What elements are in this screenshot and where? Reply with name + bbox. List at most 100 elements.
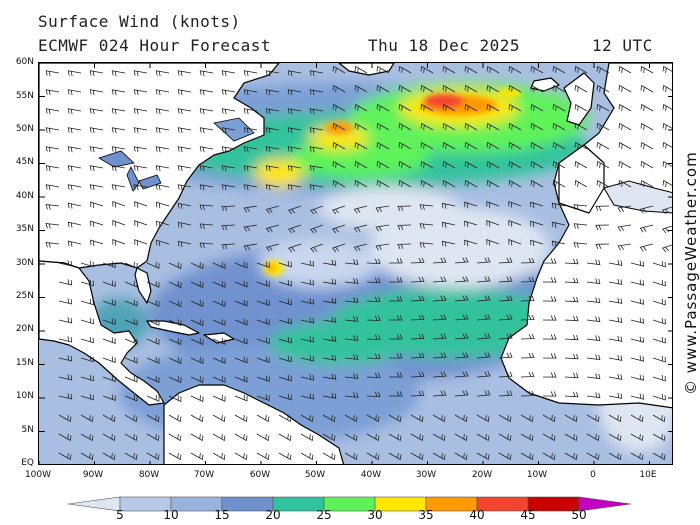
- wind-barb: [420, 141, 434, 150]
- colorbar-label-20: 20: [265, 508, 281, 522]
- wind-barb: [168, 376, 182, 384]
- wind-barb: [608, 335, 623, 342]
- wind-barb: [652, 355, 666, 363]
- wind-barb: [58, 336, 73, 343]
- wind-barb: [67, 184, 82, 191]
- wind-barb: [389, 258, 403, 264]
- mediterranean-sea: [603, 180, 672, 214]
- wind-barb: [168, 452, 182, 461]
- wind-barb: [630, 433, 644, 442]
- wind-barb: [652, 433, 666, 442]
- wind-barb: [212, 262, 226, 269]
- wind-barb: [398, 141, 412, 150]
- wind-barb: [608, 433, 622, 442]
- wind-barb: [432, 276, 447, 283]
- wind-barb: [89, 70, 104, 77]
- lon-label-20w: 20W: [471, 470, 493, 480]
- wind-barb: [366, 372, 381, 379]
- wind-barb: [662, 179, 672, 187]
- wind-barb: [199, 184, 214, 191]
- wind-barb: [662, 84, 672, 92]
- wind-barb: [551, 202, 566, 209]
- land-masses: [39, 63, 672, 464]
- wind-barb: [309, 146, 324, 153]
- wind-barb: [586, 278, 601, 285]
- wind-barb: [432, 414, 446, 423]
- wind-barb: [155, 127, 170, 134]
- wind-barb: [332, 205, 346, 215]
- wind-barb: [574, 179, 588, 188]
- wind-barb: [234, 452, 248, 461]
- wind-barb: [640, 103, 654, 112]
- colorbar-low-end: [68, 496, 121, 512]
- wind-barb: [58, 355, 73, 362]
- wind-barb: [662, 122, 672, 130]
- wind-barb: [432, 257, 447, 264]
- lat-label-eq: EQ: [21, 458, 34, 468]
- wind-barb: [454, 414, 468, 423]
- wind-barb: [464, 141, 478, 150]
- wind-barb: [410, 390, 425, 397]
- wind-barb: [662, 206, 672, 215]
- wind-barb: [102, 337, 116, 344]
- wind-barb: [552, 65, 566, 74]
- wind-barb: [190, 300, 204, 308]
- wind-barb: [58, 298, 73, 305]
- wind-barb: [389, 296, 403, 302]
- wind-barb: [199, 127, 214, 134]
- wind-barb: [630, 317, 645, 324]
- wind-barb: [89, 146, 104, 153]
- wind-barb: [441, 240, 456, 247]
- british-isles-land: [563, 72, 595, 126]
- wind-barb: [498, 414, 512, 423]
- wind-barb: [212, 338, 226, 345]
- wind-barb: [486, 160, 500, 169]
- wind-barb: [376, 65, 390, 74]
- wind-barb: [332, 224, 346, 234]
- wind-barb: [608, 259, 623, 266]
- wind-barb: [552, 122, 566, 131]
- wind-barb: [310, 224, 324, 234]
- wind-barb: [586, 335, 601, 342]
- wind-barb: [199, 223, 214, 230]
- wind-barb: [530, 160, 544, 169]
- wind-barb: [508, 141, 522, 150]
- lon-label-10w: 10W: [526, 470, 548, 480]
- wind-barb: [309, 184, 324, 191]
- wind-barb: [464, 103, 478, 112]
- wind-barb: [376, 179, 390, 188]
- wind-barb: [80, 336, 94, 344]
- wind-barb: [652, 374, 666, 382]
- wind-barb: [640, 141, 654, 150]
- wind-barb: [608, 452, 622, 461]
- wind-barb: [124, 318, 138, 326]
- wind-barb: [508, 103, 522, 112]
- lat-label-15n: 15N: [15, 358, 34, 368]
- wind-barb: [300, 355, 315, 362]
- wind-barb: [332, 84, 346, 93]
- wind-barb: [155, 184, 170, 191]
- wind-barb: [256, 356, 270, 363]
- wind-barb: [133, 127, 148, 134]
- wind-barb: [332, 141, 346, 150]
- wind-barb: [530, 141, 544, 150]
- wind-barb: [630, 298, 645, 305]
- wind-barb: [530, 179, 544, 188]
- wind-barb: [133, 70, 148, 77]
- wind-barb: [344, 392, 359, 398]
- wind-barb: [442, 65, 456, 74]
- wind-barb: [640, 160, 654, 169]
- wind-barb: [476, 257, 491, 264]
- wind-barb: [564, 391, 579, 398]
- greenland-land: [338, 63, 395, 76]
- wind-barb: [190, 319, 204, 327]
- wind-barb: [124, 280, 138, 288]
- wind-map[interactable]: [38, 62, 673, 465]
- wind-barb: [278, 355, 292, 363]
- wind-barb: [278, 279, 292, 287]
- wind-barb: [454, 276, 469, 283]
- wind-barb: [190, 281, 204, 289]
- wind-barb: [300, 374, 315, 381]
- wind-barb: [155, 165, 170, 172]
- wind-barb: [300, 393, 315, 400]
